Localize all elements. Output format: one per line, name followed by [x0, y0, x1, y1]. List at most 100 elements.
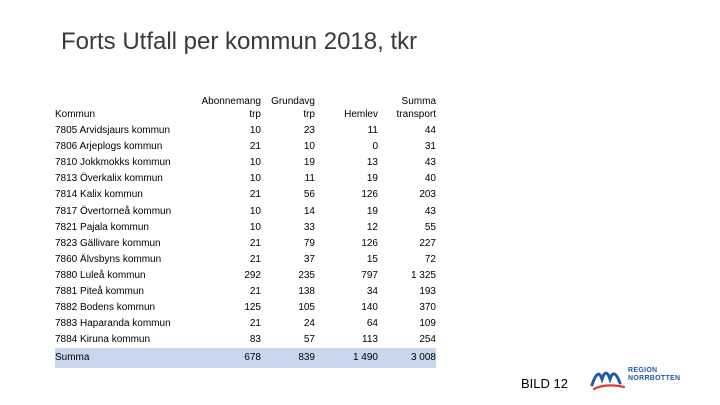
total-summa: 3 008 — [378, 348, 436, 369]
header-abonnemang: Abonnemang trp — [201, 96, 262, 120]
logo-text: REGION NORRBOTTEN — [628, 367, 681, 382]
cell-grundavg: 33 — [303, 221, 315, 233]
cell-hemlev: 19 — [366, 205, 378, 217]
cell-abonnemang: 21 — [249, 189, 261, 201]
total-hemlev: 1 490 — [315, 348, 378, 369]
table-row: 7814 Kalix kommun 21 56 126 203 — [55, 187, 436, 203]
cell-grundavg: 19 — [303, 157, 315, 169]
total-label: Summa — [55, 348, 195, 369]
cell-grundavg: 235 — [298, 269, 315, 281]
table-row: 7880 Luleå kommun 292 235 797 1 325 — [55, 268, 436, 284]
cell-abonnemang: 21 — [249, 285, 261, 297]
cell-summa: 43 — [424, 157, 436, 169]
table-row: 7821 Pajala kommun 10 33 12 55 — [55, 220, 436, 236]
cell-abonnemang: 10 — [249, 173, 261, 185]
header-summa: Summa transport — [396, 96, 436, 120]
header-grundavg: Grundavg trp — [271, 96, 315, 120]
cell-kommun: 7883 Haparanda kommun — [55, 318, 171, 330]
cell-abonnemang: 10 — [249, 205, 261, 217]
cell-grundavg: 14 — [303, 205, 315, 217]
cell-grundavg: 24 — [303, 318, 315, 330]
cell-hemlev: 140 — [361, 302, 378, 314]
cell-summa: 254 — [419, 334, 436, 346]
cell-summa: 370 — [419, 302, 436, 314]
cell-kommun: 7810 Jokkmokks kommun — [55, 157, 171, 169]
header-hemlev: Hemlev — [344, 109, 378, 120]
cell-hemlev: 11 — [367, 125, 378, 137]
cell-hemlev: 15 — [366, 253, 378, 265]
cell-kommun: 7882 Bodens kommun — [55, 302, 156, 314]
kommun-table: Kommun Abonnemang trp Grundavg trp Hemlev … — [55, 95, 436, 369]
cell-kommun: 7880 Luleå kommun — [55, 269, 146, 281]
cell-summa: 203 — [419, 189, 436, 201]
table-row: 7882 Bodens kommun 125 105 140 370 — [55, 300, 436, 316]
cell-abonnemang: 21 — [249, 253, 261, 265]
table-row: 7813 Överkalix kommun 10 11 19 40 — [55, 171, 436, 187]
cell-hemlev: 19 — [366, 173, 378, 185]
cell-abonnemang: 21 — [249, 318, 261, 330]
table-row: 7860 Älvsbyns kommun 21 37 15 72 — [55, 252, 436, 268]
cell-kommun: 7881 Piteå kommun — [55, 285, 144, 297]
cell-hemlev: 64 — [366, 318, 378, 330]
cell-kommun: 7823 Gällivare kommun — [55, 237, 161, 249]
cell-kommun: 7884 Kiruna kommun — [55, 334, 151, 346]
cell-hemlev: 0 — [372, 141, 378, 153]
cell-kommun: 7814 Kalix kommun — [55, 189, 143, 201]
total-grundavg: 839 — [261, 348, 315, 369]
cell-kommun: 7813 Överkalix kommun — [55, 173, 163, 185]
cell-kommun: 7821 Pajala kommun — [55, 221, 149, 233]
cell-hemlev: 12 — [366, 221, 378, 233]
cell-summa: 72 — [424, 253, 436, 265]
cell-summa: 109 — [419, 318, 436, 330]
cell-hemlev: 797 — [361, 269, 378, 281]
table-row: 7823 Gällivare kommun 21 79 126 227 — [55, 236, 436, 252]
cell-hemlev: 126 — [361, 189, 378, 201]
table-row: 7806 Arjeplogs kommun 21 10 0 31 — [55, 139, 436, 155]
table-header-row: Kommun Abonnemang trp Grundavg trp Hemlev … — [55, 95, 436, 123]
cell-summa: 55 — [424, 221, 436, 233]
cell-summa: 227 — [419, 237, 436, 249]
cell-abonnemang: 83 — [249, 334, 261, 346]
cell-hemlev: 34 — [366, 285, 378, 297]
region-norrbotten-logo: REGION NORRBOTTEN — [590, 363, 710, 393]
cell-grundavg: 11 — [304, 173, 315, 185]
table-row: 7805 Arvidsjaurs kommun 10 23 11 44 — [55, 123, 436, 139]
table-row: 7810 Jokkmokks kommun 10 19 13 43 — [55, 155, 436, 171]
table-row: 7817 Övertorneå kommun 10 14 19 43 — [55, 203, 436, 219]
cell-abonnemang: 10 — [249, 221, 261, 233]
cell-kommun: 7817 Övertorneå kommun — [55, 205, 172, 217]
cell-grundavg: 10 — [303, 141, 315, 153]
cell-hemlev: 113 — [362, 334, 378, 346]
cell-abonnemang: 125 — [244, 302, 261, 314]
table-row: 7884 Kiruna kommun 83 57 113 254 — [55, 332, 436, 348]
cell-grundavg: 23 — [303, 125, 315, 137]
cell-grundavg: 105 — [298, 302, 315, 314]
cell-kommun: 7806 Arjeplogs kommun — [55, 141, 163, 153]
cell-kommun: 7860 Älvsbyns kommun — [55, 253, 162, 265]
cell-kommun: 7805 Arvidsjaurs kommun — [55, 125, 171, 137]
cell-grundavg: 56 — [303, 189, 315, 201]
header-kommun: Kommun — [55, 109, 96, 120]
cell-abonnemang: 21 — [249, 237, 261, 249]
cell-grundavg: 37 — [303, 253, 315, 265]
slide-number: BILD 12 — [521, 376, 568, 391]
cell-summa: 31 — [424, 141, 436, 153]
cell-abonnemang: 10 — [249, 157, 261, 169]
cell-summa: 193 — [419, 285, 436, 297]
cell-abonnemang: 21 — [249, 141, 261, 153]
cell-hemlev: 13 — [366, 157, 378, 169]
cell-summa: 44 — [424, 125, 436, 137]
cell-summa: 40 — [424, 173, 436, 185]
cell-grundavg: 138 — [298, 285, 315, 297]
cell-grundavg: 57 — [303, 334, 315, 346]
table-row: 7883 Haparanda kommun 21 24 64 109 — [55, 316, 436, 332]
cell-summa: 1 325 — [410, 269, 436, 281]
cell-abonnemang: 10 — [249, 125, 261, 137]
cell-abonnemang: 292 — [244, 269, 261, 281]
table-row: 7881 Piteå kommun 21 138 34 193 — [55, 284, 436, 300]
cell-hemlev: 126 — [361, 237, 378, 249]
table-total-row: Summa 678 839 1 490 3 008 — [55, 348, 436, 369]
cell-summa: 43 — [424, 205, 436, 217]
region-norrbotten-logo-icon — [590, 371, 626, 391]
total-abonnemang: 678 — [195, 348, 261, 369]
